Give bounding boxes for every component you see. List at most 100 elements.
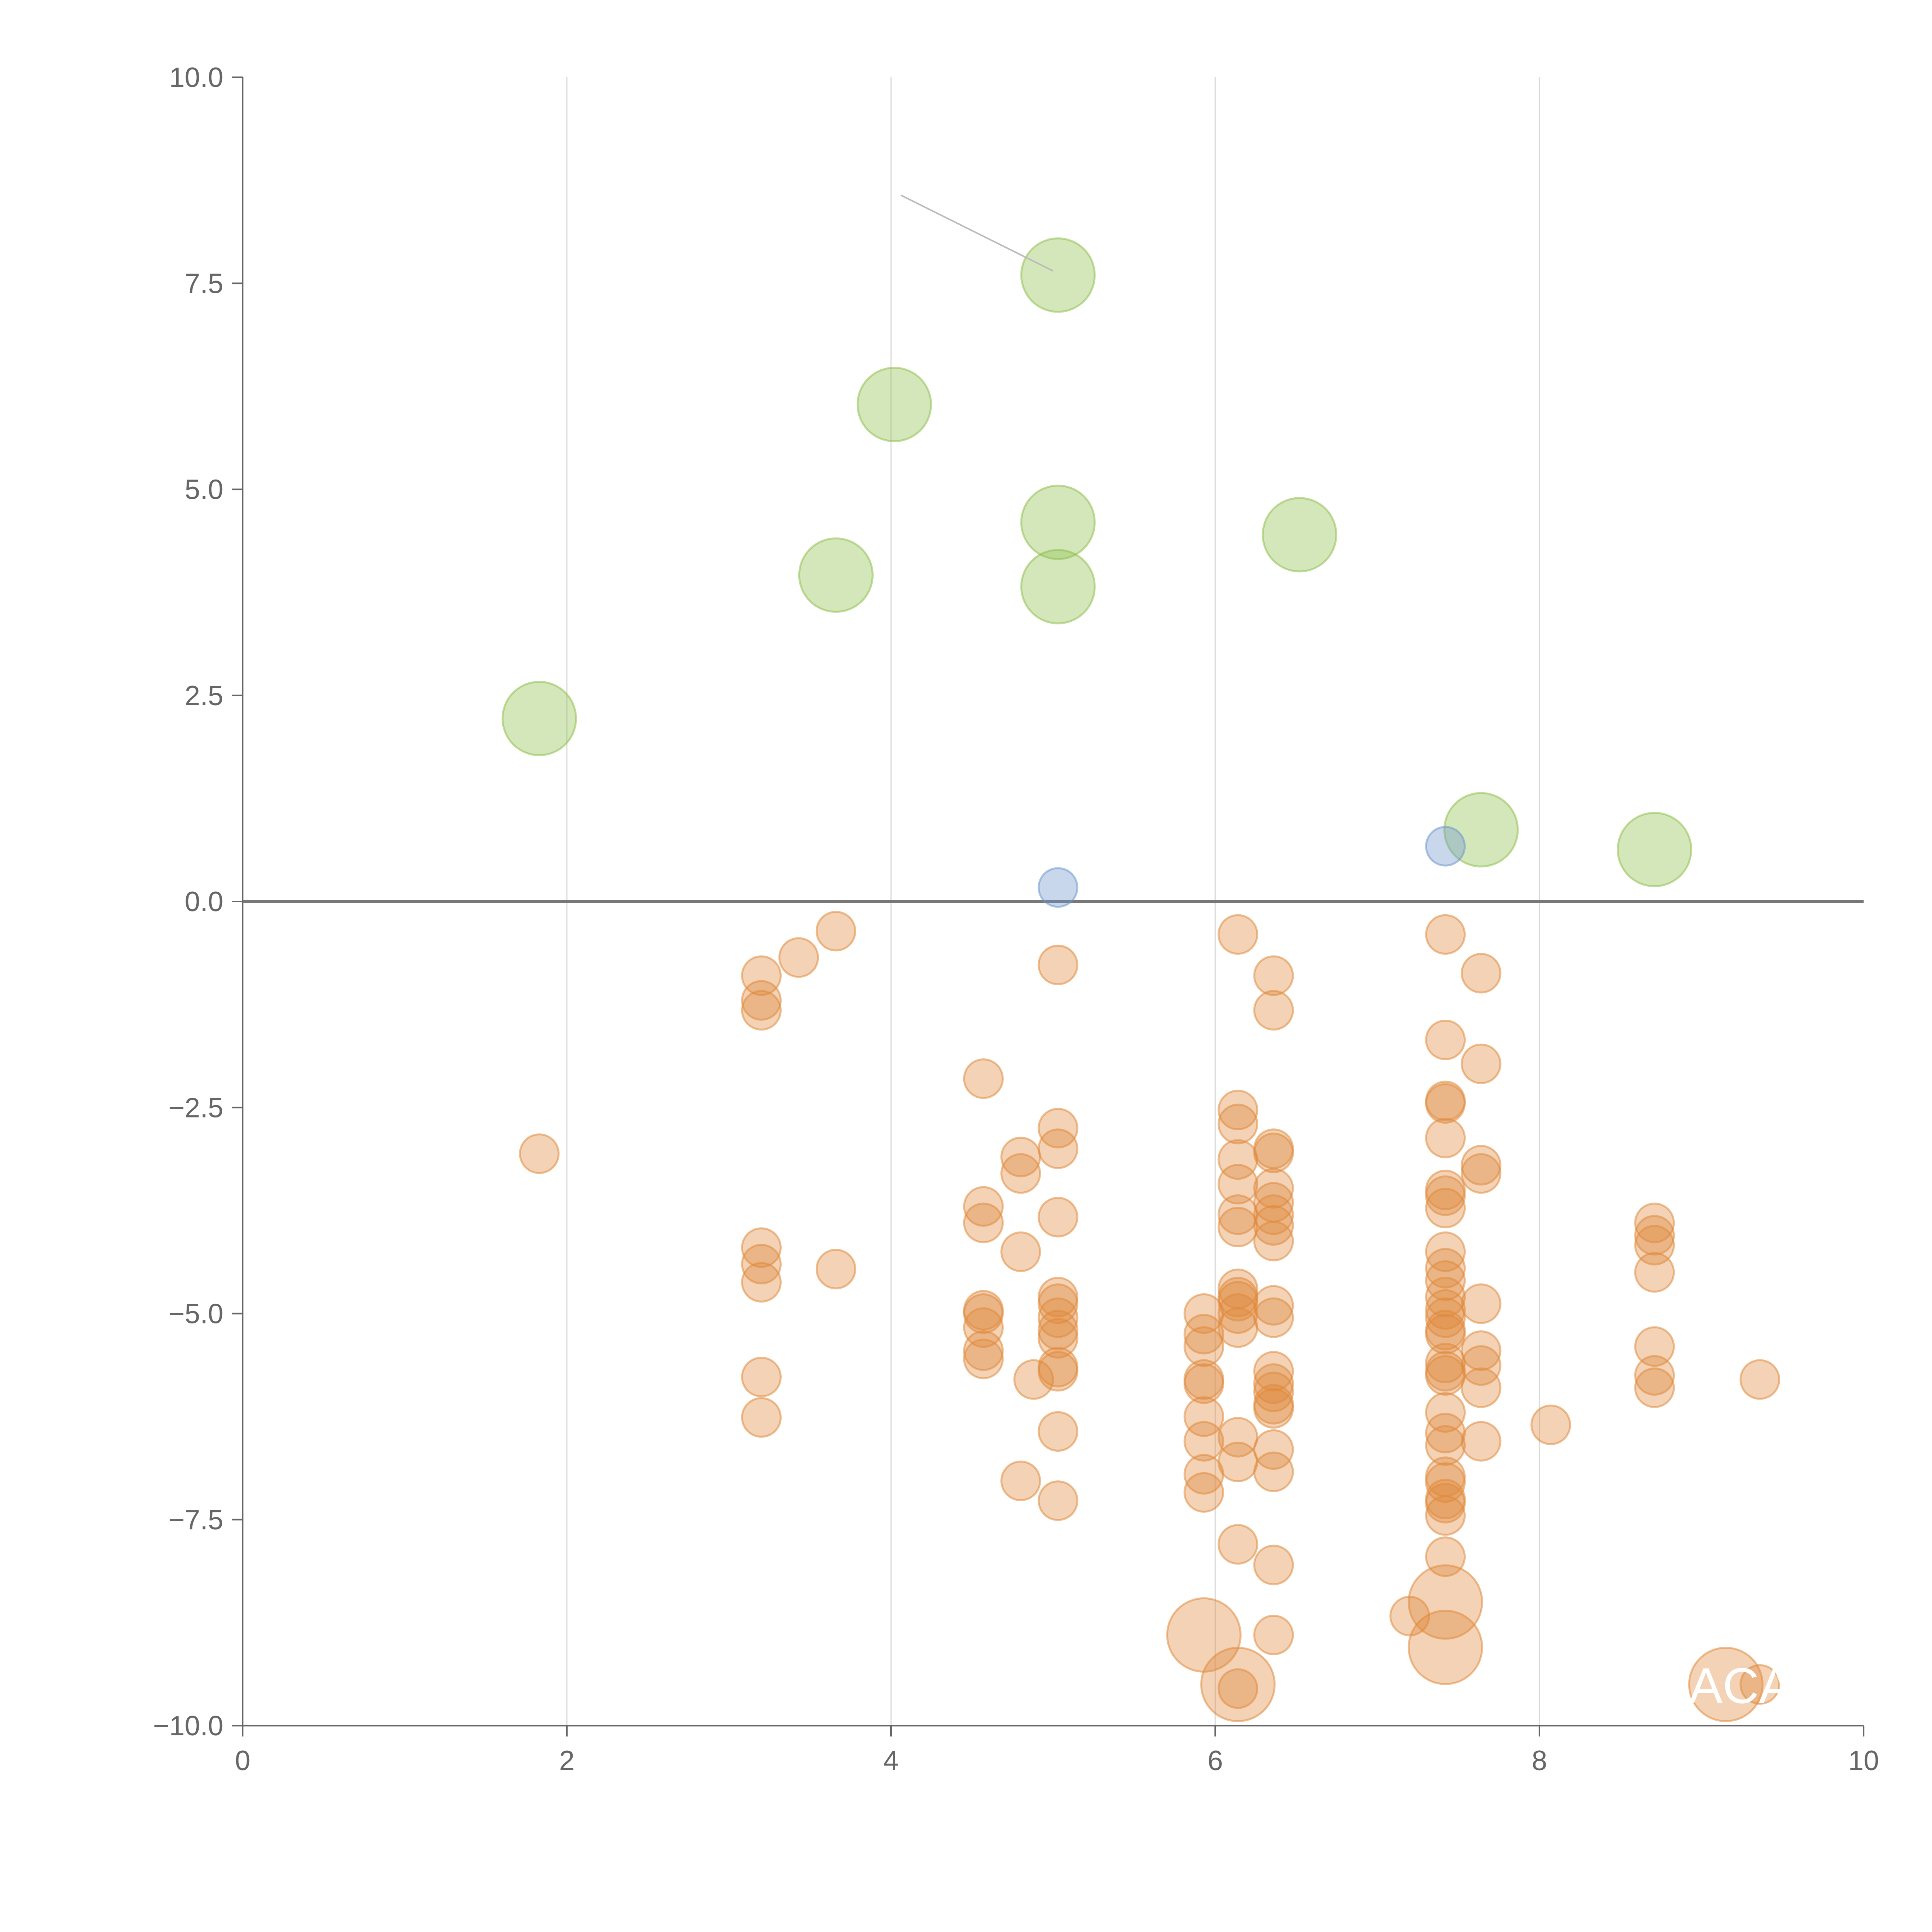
negative-point <box>1461 1367 1502 1408</box>
negative-point <box>1253 1388 1294 1429</box>
y-tick-label: 5.0 <box>185 474 223 505</box>
negative-point <box>963 1330 1004 1371</box>
negative-point <box>741 1227 782 1268</box>
callout-line <box>900 194 1054 272</box>
negative-point <box>519 1133 560 1174</box>
axes: 0 2 4 6 8 10 10.0 7.5 5.0 2.5 0.0 −2.5 −5.0 −7.5 −10.0 <box>153 62 1879 1776</box>
negative-point <box>1634 1202 1675 1243</box>
negative-point <box>1218 1164 1259 1205</box>
negative-point <box>1425 1019 1466 1060</box>
negative-point <box>1740 1359 1781 1400</box>
negative-point <box>1253 1371 1294 1412</box>
negative-point <box>1037 1480 1078 1521</box>
negative-point <box>1634 1367 1675 1408</box>
negative-point <box>1461 1345 1502 1386</box>
negative-point <box>1634 1215 1675 1256</box>
negative-point <box>1253 955 1294 996</box>
negative-large-point <box>1408 1564 1483 1640</box>
negative-point <box>1425 1289 1466 1330</box>
negative-point <box>1425 1231 1466 1272</box>
negative-point <box>1037 1128 1078 1169</box>
negative-point <box>1037 1310 1078 1350</box>
positive-point <box>856 367 932 442</box>
negative-point <box>1013 1359 1054 1400</box>
negative-large-point <box>1688 1646 1764 1722</box>
negative-point <box>1184 1472 1225 1513</box>
negative-point <box>1425 1342 1466 1383</box>
positive-point <box>1443 792 1519 867</box>
negative-point <box>741 1357 782 1398</box>
negative-point <box>1037 1351 1078 1392</box>
negative-point <box>1218 1441 1259 1482</box>
negative-point <box>1425 1187 1466 1228</box>
negative-point <box>1037 1108 1078 1149</box>
y-tick-label: 10.0 <box>169 62 223 93</box>
negative-point <box>1253 1451 1294 1492</box>
negative-point <box>1184 1421 1225 1462</box>
x-tick-label: 4 <box>883 1745 899 1776</box>
negative-point <box>1218 914 1259 955</box>
negative-point <box>1425 1297 1466 1338</box>
y-tick-label: −2.5 <box>168 1092 223 1123</box>
negative-point <box>1253 1351 1294 1392</box>
negative-point <box>1461 1043 1502 1084</box>
negative-point <box>1425 1083 1466 1124</box>
negative-point <box>1253 990 1294 1031</box>
negative-point <box>1037 1297 1078 1338</box>
negative-point <box>1218 1104 1259 1145</box>
negative-point <box>1425 1277 1466 1318</box>
negative-point <box>815 911 856 952</box>
negative-point <box>1253 1614 1294 1655</box>
negative-point <box>1184 1396 1225 1437</box>
negative-point <box>1037 1197 1078 1238</box>
x-tick-label: 10 <box>1848 1745 1879 1776</box>
negative-point <box>963 1293 1004 1334</box>
negative-point <box>1184 1314 1225 1355</box>
positive-point <box>1020 485 1096 560</box>
y-tick-label: −5.0 <box>168 1299 223 1330</box>
negative-point <box>741 980 782 1021</box>
negative-point <box>1461 1330 1502 1371</box>
negative-point <box>1253 1205 1294 1246</box>
negative-point <box>1461 1421 1502 1462</box>
negative-large-point <box>1200 1646 1276 1722</box>
neutral-point <box>1037 867 1078 908</box>
negative-point <box>1461 953 1502 994</box>
negative-point <box>1000 1460 1041 1501</box>
negative-point <box>741 990 782 1031</box>
negative-point <box>741 1262 782 1303</box>
negative-point <box>1634 1326 1675 1367</box>
positive-point <box>1020 237 1096 313</box>
positive-point <box>1020 549 1096 624</box>
negative-point <box>1425 1355 1466 1396</box>
data-points <box>502 237 1781 1722</box>
negative-point <box>1461 1145 1502 1186</box>
x-tick-label: 6 <box>1208 1745 1223 1776</box>
negative-point <box>1037 1411 1078 1452</box>
negative-point <box>1461 1283 1502 1324</box>
negative-point <box>963 1307 1004 1348</box>
negative-point <box>963 1186 1004 1227</box>
negative-large-point <box>1408 1609 1483 1685</box>
negative-point <box>1218 1307 1259 1348</box>
negative-point <box>963 1202 1004 1243</box>
negative-point <box>1461 1153 1502 1194</box>
positive-point <box>1262 497 1337 573</box>
negative-point <box>1425 1175 1466 1216</box>
negative-point <box>741 1244 782 1285</box>
negative-point <box>1425 914 1466 955</box>
negative-point <box>1634 1355 1675 1396</box>
neutral-point <box>1425 826 1466 867</box>
negative-point <box>1425 1392 1466 1433</box>
positive-point <box>1617 812 1692 888</box>
positive-point <box>502 680 577 756</box>
negative-point <box>1253 1285 1294 1326</box>
positive-point <box>798 537 874 613</box>
x-tick-label: 0 <box>235 1745 250 1776</box>
negative-point <box>1037 944 1078 985</box>
negative-point <box>1425 1314 1466 1355</box>
y-tick-label: −7.5 <box>168 1505 223 1536</box>
negative-point <box>741 1397 782 1438</box>
x-tick-label: 2 <box>559 1745 575 1776</box>
